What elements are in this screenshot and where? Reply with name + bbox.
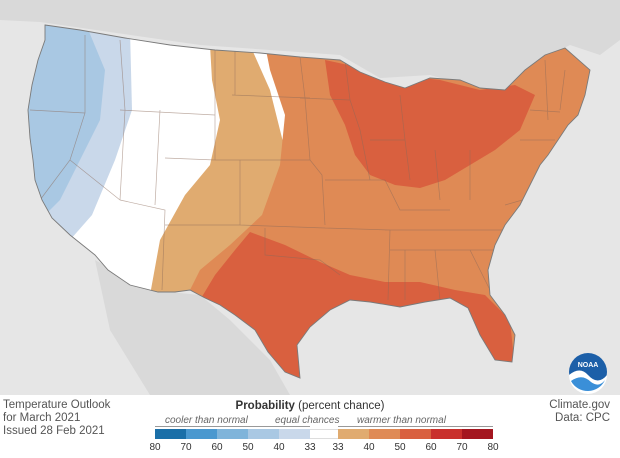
map-panel: NOAA	[0, 0, 620, 395]
credit-caption: Climate.gov Data: CPC	[549, 399, 610, 425]
credit-source: Data: CPC	[555, 412, 610, 424]
legend-swatch-warm-0	[338, 429, 369, 439]
footer: Temperature Outlook for March 2021 Issue…	[0, 395, 620, 458]
legend-swatch-cool-4	[279, 429, 310, 439]
canada-land	[0, 0, 620, 95]
legend-tick-warm-3: 60	[425, 442, 437, 453]
legend-swatch-warm-2	[400, 429, 431, 439]
caption-period: for March 2021	[3, 412, 81, 424]
legend-tick-cool-2: 60	[211, 442, 223, 453]
legend-swatch-warm-1	[369, 429, 400, 439]
noaa-logo: NOAA	[569, 353, 607, 394]
noaa-logo-text: NOAA	[578, 362, 599, 369]
state-boundaries	[29, 35, 566, 301]
legend-swatch-cool-2	[217, 429, 248, 439]
legend-tick-cool-0: 80	[149, 442, 161, 453]
legend-tick-cool-3: 50	[242, 442, 254, 453]
above-50-60-great-lakes-region	[325, 60, 535, 188]
outlook-caption: Temperature Outlook for March 2021 Issue…	[3, 399, 110, 438]
legend-swatch-cool-3	[248, 429, 279, 439]
legend-tick-cool-4: 40	[273, 442, 285, 453]
legend-tick-warm-4: 70	[456, 442, 468, 453]
legend-tick-warm-1: 40	[363, 442, 375, 453]
legend-title: Probability (percent chance)	[0, 400, 620, 412]
caption-title: Temperature Outlook	[3, 399, 111, 411]
credit-site: Climate.gov	[549, 399, 610, 411]
legend-swatch-equal	[310, 429, 338, 439]
legend-tick-warm-2: 50	[394, 442, 406, 453]
legend-tick-warm-5: 80	[487, 442, 499, 453]
legend-title-rest: (percent chance)	[294, 400, 385, 412]
caption-issued: Issued 28 Feb 2021	[3, 425, 105, 437]
legend-colorbar	[155, 429, 493, 439]
legend-tick-warm-0: 33	[332, 442, 344, 453]
legend-swatch-cool-1	[186, 429, 217, 439]
legend-swatch-cool-0	[155, 429, 186, 439]
cooler-rule	[155, 426, 310, 427]
legend-swatch-warm-4	[462, 429, 493, 439]
below-40-50-region	[28, 25, 105, 215]
legend-title-bold: Probability	[235, 400, 295, 412]
mexico-land	[95, 260, 290, 395]
legend-tick-cool-5: 33	[304, 442, 316, 453]
us-outline	[27, 24, 591, 379]
outlook-map: NOAA	[0, 0, 620, 395]
warmer-label: warmer than normal	[357, 415, 446, 426]
equal-chances-label: equal chances	[275, 415, 340, 426]
warmer-rule	[338, 426, 493, 427]
legend-swatch-warm-3	[431, 429, 462, 439]
cooler-label: cooler than normal	[165, 415, 248, 426]
legend-tick-cool-1: 70	[180, 442, 192, 453]
